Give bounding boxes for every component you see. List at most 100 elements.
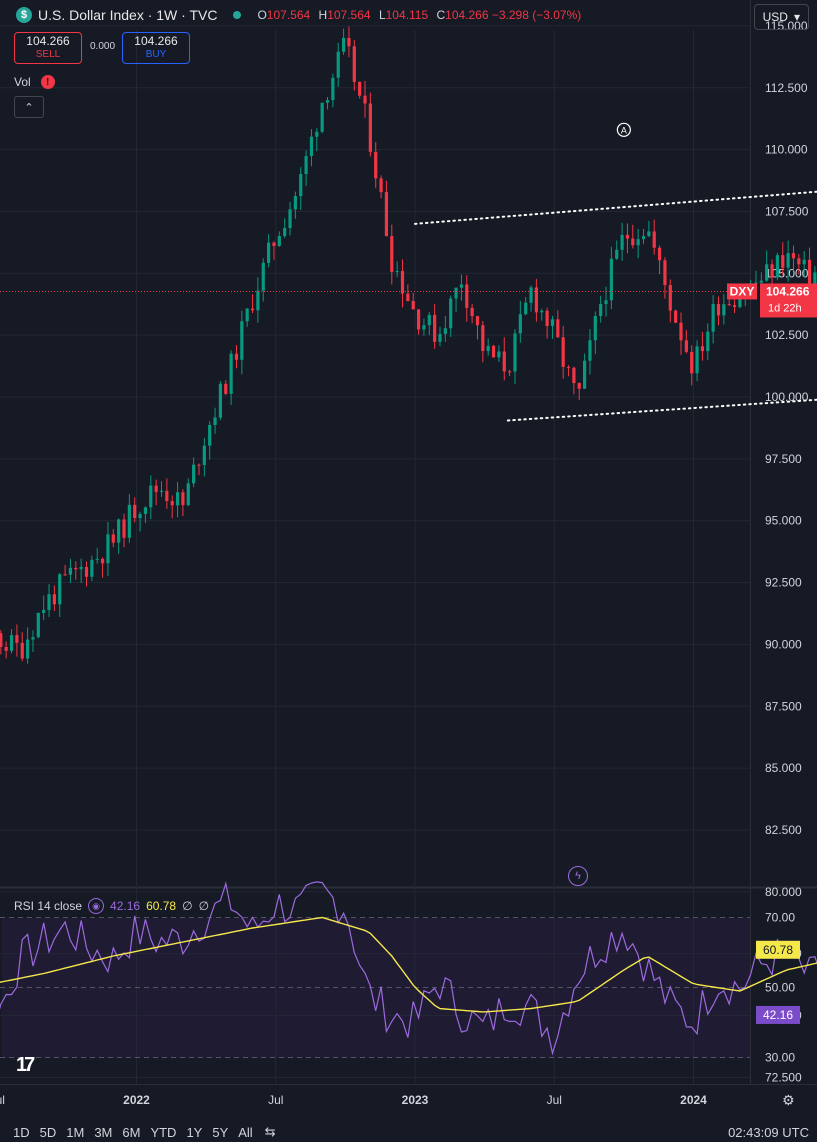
- candle-body: [4, 647, 8, 651]
- candle-body: [9, 635, 14, 651]
- flash-icon[interactable]: ϟ: [568, 866, 588, 886]
- timeframe-5y[interactable]: 5Y: [212, 1124, 229, 1140]
- visibility-icon[interactable]: ◉: [88, 898, 105, 914]
- timeframe-5d[interactable]: 5D: [39, 1124, 57, 1140]
- candle-body: [406, 293, 410, 302]
- buy-button[interactable]: 104.266 BUY: [122, 32, 190, 64]
- buy-price: 104.266: [134, 34, 178, 48]
- candle-body: [422, 325, 426, 330]
- candle-body: [663, 260, 667, 286]
- wave-label-a: A: [621, 125, 627, 135]
- candle-body: [197, 464, 201, 466]
- price-tick-label: 110.000: [765, 143, 808, 157]
- candle-body: [459, 284, 464, 288]
- candle-body: [106, 534, 110, 564]
- candle-body: [261, 262, 265, 291]
- candle-body: [781, 255, 785, 268]
- timeframe-ytd[interactable]: YTD: [150, 1124, 177, 1140]
- candle-body: [684, 340, 688, 352]
- candle-body: [395, 270, 399, 272]
- candle-body: [100, 558, 105, 564]
- candle-body: [347, 37, 351, 47]
- candle-body: [759, 280, 763, 283]
- candle-body: [320, 102, 324, 132]
- candle-body: [63, 574, 67, 576]
- timeframe-1d[interactable]: 1D: [13, 1124, 30, 1140]
- settings-icon[interactable]: ⚙: [782, 1092, 795, 1108]
- candle-body: [802, 259, 806, 265]
- rsi-legend[interactable]: RSI 14 close ◉ 42.16 60.78 ∅ ∅: [14, 898, 209, 914]
- candle-body: [400, 270, 405, 294]
- candle-body: [47, 594, 51, 610]
- empty-value-1: ∅: [182, 899, 193, 913]
- candle-body: [299, 174, 303, 197]
- rsi-ma-line: [0, 916, 817, 1013]
- symbol-title[interactable]: U.S. Dollar Index · 1W · TVC: [38, 7, 218, 23]
- candle-body: [797, 258, 801, 265]
- warning-icon[interactable]: !: [40, 75, 55, 89]
- candle-body: [550, 319, 555, 326]
- low-value: 104.115: [385, 8, 429, 22]
- candle-body: [738, 298, 742, 308]
- candle-body: [427, 314, 431, 326]
- timeframe-all[interactable]: All: [238, 1124, 253, 1140]
- candle-body: [175, 492, 180, 506]
- candle-body: [331, 77, 335, 101]
- tradingview-logo[interactable]: 17: [16, 1054, 35, 1076]
- open-key: O: [257, 8, 267, 22]
- price-tick-label: 92.500: [765, 576, 802, 590]
- time-tick-label: Jul: [0, 1093, 5, 1107]
- sell-label: SELL: [35, 49, 61, 60]
- utc-clock[interactable]: 02:43:09 UTC: [728, 1124, 809, 1140]
- timeframe-1m[interactable]: 1M: [66, 1124, 85, 1140]
- candle-body: [481, 325, 485, 352]
- candle-body: [240, 321, 244, 360]
- price-tick-label: 82.500: [765, 823, 802, 837]
- candle-body: [250, 308, 255, 311]
- market-status-icon[interactable]: [233, 11, 242, 19]
- countdown-label: 1d 22h: [768, 302, 802, 314]
- candle-body: [133, 504, 137, 519]
- candle-series: [0, 26, 817, 664]
- collapse-legend-button[interactable]: ⌃: [14, 96, 44, 118]
- chevron-down-icon: ▾: [793, 10, 800, 24]
- candle-body: [449, 298, 453, 329]
- candle-body: [791, 253, 796, 259]
- rsi-ma-tag-bg: [756, 940, 800, 959]
- candle-body: [465, 284, 469, 308]
- candle-body: [154, 485, 158, 492]
- candle-body: [561, 337, 565, 367]
- candle-body: [502, 351, 506, 372]
- candle-body: [379, 178, 383, 193]
- candle-body: [727, 304, 731, 306]
- candle-body: [358, 81, 362, 96]
- timeframe-3m[interactable]: 3M: [94, 1124, 113, 1140]
- timeframe-6m[interactable]: 6M: [122, 1124, 141, 1140]
- candle-body: [277, 236, 281, 246]
- volume-legend[interactable]: Vol !: [14, 75, 55, 89]
- candle-body: [508, 371, 512, 373]
- candle-body: [315, 131, 319, 137]
- candle-body: [529, 287, 533, 303]
- price-tick-label: 107.500: [765, 204, 809, 218]
- candle-body: [138, 513, 142, 519]
- chart-header: $ U.S. Dollar Index · 1W · TVC O107.564 …: [0, 0, 750, 30]
- dollar-index-logo-icon: $: [16, 7, 32, 23]
- candle-body: [786, 253, 790, 268]
- timeframe-1y[interactable]: 1Y: [186, 1124, 203, 1140]
- candle-body: [722, 304, 726, 316]
- candle-body: [304, 156, 308, 175]
- candle-body: [540, 310, 544, 313]
- close-key: C: [436, 8, 446, 22]
- candle-body: [288, 209, 292, 228]
- candle-body: [674, 310, 678, 323]
- sell-button[interactable]: 104.266 SELL: [14, 32, 82, 64]
- rsi-tag-bg: [756, 1005, 800, 1024]
- currency-button[interactable]: USD ▾: [753, 4, 809, 30]
- candle-body: [111, 534, 115, 543]
- candle-body: [117, 519, 121, 543]
- compare-range-icon[interactable]: ⇆: [264, 1124, 276, 1139]
- candle-body: [668, 285, 672, 311]
- rsi-title: RSI 14 close: [14, 899, 83, 913]
